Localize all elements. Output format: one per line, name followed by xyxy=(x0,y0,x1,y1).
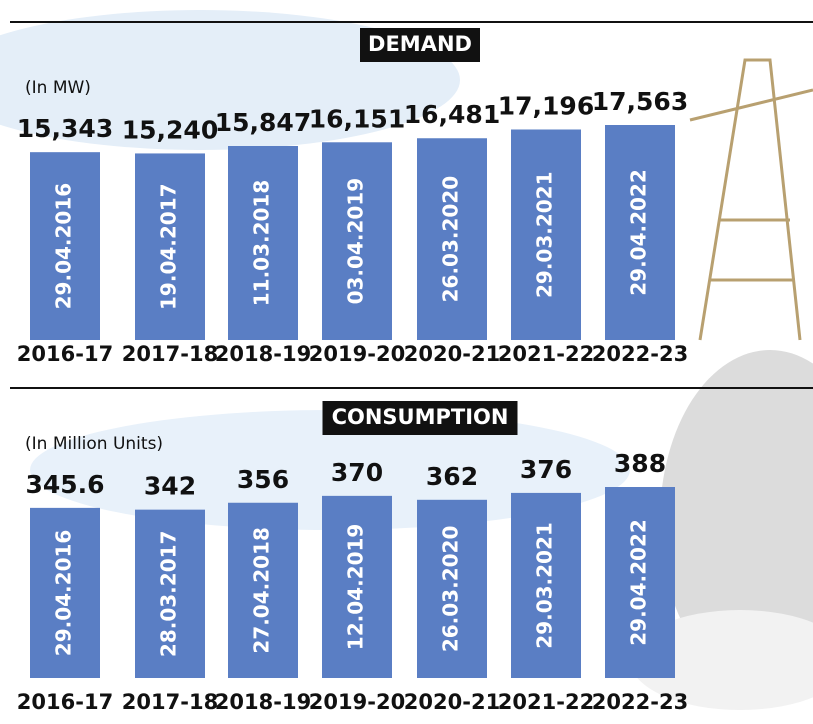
bar-date-label: 26.03.2020 xyxy=(439,176,463,303)
bar-date-label: 29.03.2021 xyxy=(533,522,557,649)
value-label: 345.6 xyxy=(25,470,104,499)
x-tick-label: 2018-19 xyxy=(215,690,311,714)
value-label: 17,563 xyxy=(592,87,688,116)
x-tick-label: 2018-19 xyxy=(215,342,311,366)
background-pylon xyxy=(690,60,813,340)
x-tick-label: 2021-22 xyxy=(498,342,594,366)
value-label: 15,240 xyxy=(122,115,218,144)
bar-date-label: 27.04.2018 xyxy=(250,527,274,654)
x-tick-label: 2020-21 xyxy=(404,342,500,366)
bar-date-label: 29.03.2021 xyxy=(533,171,557,298)
value-label: 342 xyxy=(144,472,196,501)
chart-title: CONSUMPTION xyxy=(332,405,509,429)
value-label: 16,481 xyxy=(404,100,500,129)
bar-date-label: 29.04.2016 xyxy=(52,530,76,657)
x-tick-label: 2022-23 xyxy=(592,342,688,366)
bar-date-label: 19.04.2017 xyxy=(157,183,181,310)
x-tick-label: 2022-23 xyxy=(592,690,688,714)
x-tick-label: 2016-17 xyxy=(17,690,113,714)
value-label: 362 xyxy=(426,462,478,491)
bar-date-label: 29.04.2016 xyxy=(52,183,76,310)
value-label: 376 xyxy=(520,455,572,484)
value-label: 16,151 xyxy=(309,104,405,133)
bar-date-label: 29.04.2022 xyxy=(627,169,651,296)
bar-date-label: 03.04.2019 xyxy=(344,178,368,305)
x-tick-label: 2017-18 xyxy=(122,690,218,714)
value-label: 388 xyxy=(614,449,666,478)
unit-label: (In MW) xyxy=(25,78,91,98)
value-label: 17,196 xyxy=(498,91,594,120)
x-tick-label: 2021-22 xyxy=(498,690,594,714)
bar-date-label: 29.04.2022 xyxy=(627,519,651,646)
x-tick-label: 2019-20 xyxy=(309,342,405,366)
chart-title: DEMAND xyxy=(368,32,472,56)
bar-date-label: 12.04.2019 xyxy=(344,524,368,651)
value-label: 15,343 xyxy=(17,114,113,143)
infographic: DEMAND (In MW) 15,343 29.04.2016 2016-17 15,2… xyxy=(0,0,813,724)
bar-date-label: 28.03.2017 xyxy=(157,531,181,658)
value-label: 15,847 xyxy=(215,108,311,137)
bar-date-label: 11.03.2018 xyxy=(250,180,274,307)
x-tick-label: 2020-21 xyxy=(404,690,500,714)
unit-label: (In Million Units) xyxy=(25,434,163,454)
value-label: 370 xyxy=(331,458,383,487)
x-tick-label: 2019-20 xyxy=(309,690,405,714)
x-tick-label: 2017-18 xyxy=(122,342,218,366)
value-label: 356 xyxy=(237,465,289,494)
bar-date-label: 26.03.2020 xyxy=(439,526,463,653)
x-tick-label: 2016-17 xyxy=(17,342,113,366)
